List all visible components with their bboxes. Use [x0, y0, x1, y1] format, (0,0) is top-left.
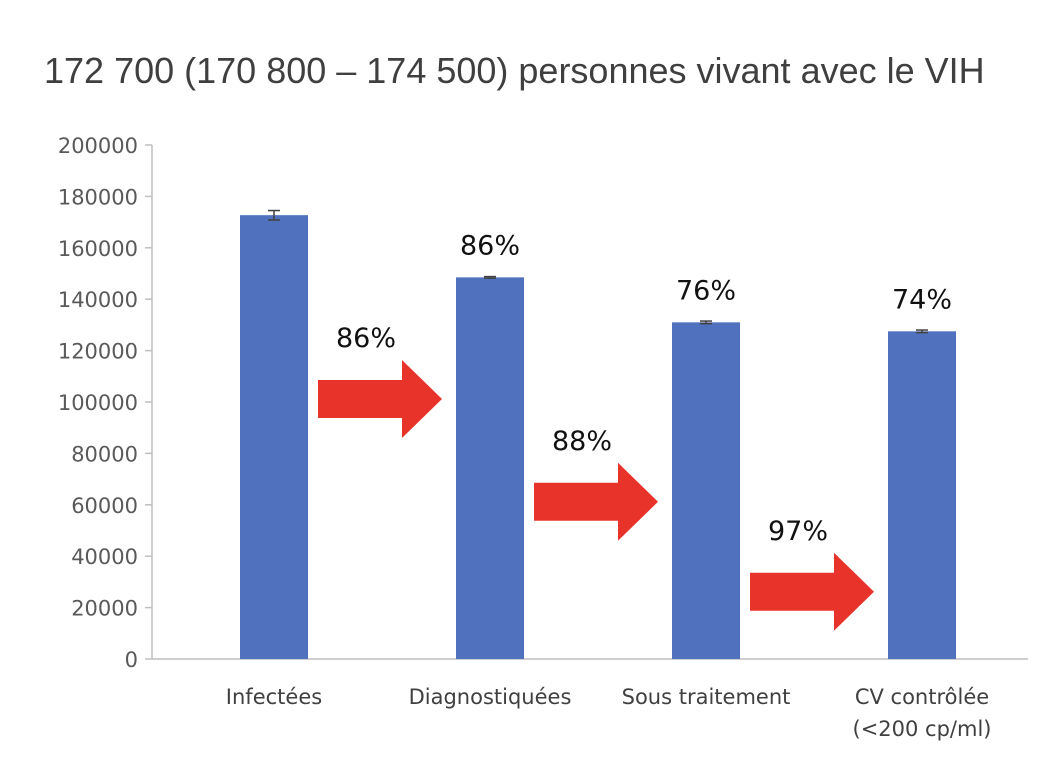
y-tick-label: 140000 [58, 288, 138, 312]
y-tick-label: 80000 [71, 442, 138, 466]
x-category-label: Sous traitement [622, 685, 791, 709]
step-arrow [750, 552, 874, 631]
y-tick-label: 180000 [58, 185, 138, 209]
y-tick-label: 40000 [71, 545, 138, 569]
x-category-label: Infectées [226, 685, 322, 709]
x-category-label: CV contrôlée [855, 685, 989, 709]
y-tick-label: 100000 [58, 391, 138, 415]
step-arrow [318, 360, 442, 438]
y-tick-label: 60000 [71, 494, 138, 518]
step-arrow-label: 86% [336, 323, 396, 354]
y-tick-label: 0 [125, 648, 138, 672]
chart-title: 172 700 (170 800 – 174 500) personnes vi… [44, 50, 985, 91]
x-category-label: Diagnostiquées [409, 685, 572, 709]
bar [240, 215, 308, 659]
bar-percent-label: 76% [676, 275, 736, 306]
x-category-label: (<200 cp/ml) [853, 717, 992, 741]
y-tick-label: 160000 [58, 237, 138, 261]
bar [888, 331, 956, 659]
step-arrow [534, 462, 658, 541]
bar-percent-label: 86% [460, 230, 520, 261]
bar [672, 322, 740, 659]
y-tick-label: 200000 [58, 134, 138, 158]
y-tick-label: 20000 [71, 597, 138, 621]
bar-percent-label: 74% [892, 284, 952, 315]
bar [456, 277, 524, 659]
y-tick-label: 120000 [58, 340, 138, 364]
step-arrow-label: 88% [552, 426, 612, 457]
step-arrow-label: 97% [768, 516, 828, 547]
